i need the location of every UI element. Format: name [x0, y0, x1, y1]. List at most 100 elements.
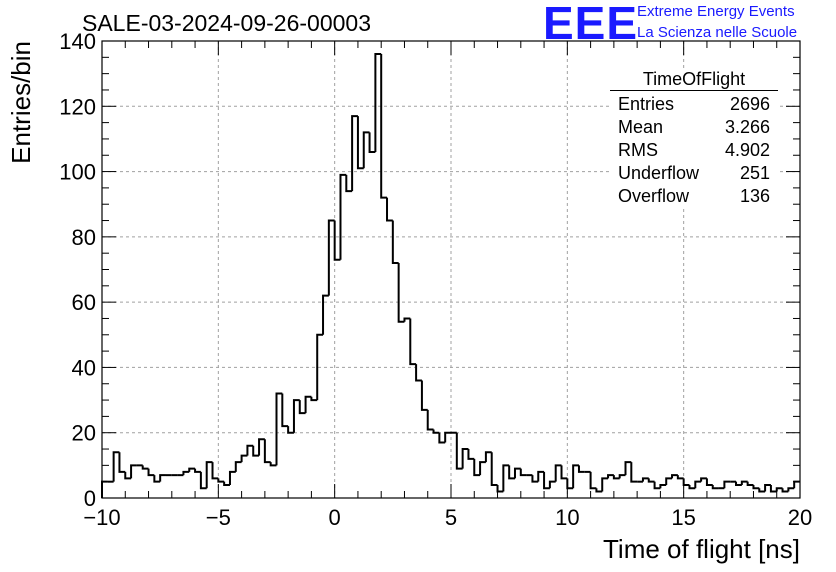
- histogram-bin: [263, 439, 271, 464]
- histogram-series: [101, 53, 800, 498]
- histogram-bin: [153, 475, 161, 483]
- histogram-bin: [356, 116, 364, 170]
- y-tick-label: 20: [72, 421, 96, 446]
- stats-row-entries: Entries 2696: [610, 93, 778, 116]
- histogram-bin: [380, 54, 388, 199]
- histogram-bin: [316, 333, 324, 401]
- x-tick-label: −5: [206, 505, 231, 530]
- y-tick-label: 60: [72, 290, 96, 315]
- stats-row-overflow: Overflow 136: [610, 185, 778, 208]
- histogram-bin: [787, 487, 795, 492]
- histogram-bin: [793, 480, 800, 489]
- histogram-bin: [479, 461, 486, 476]
- histogram-bin: [694, 480, 702, 489]
- stats-label: Overflow: [618, 186, 690, 206]
- histogram-bin: [432, 429, 440, 434]
- histogram-bin: [554, 464, 562, 482]
- histogram-bin: [327, 219, 335, 296]
- histogram-bin: [322, 294, 329, 335]
- histogram-bin: [676, 475, 684, 480]
- histogram-bin: [764, 483, 771, 492]
- histogram-bin: [548, 480, 556, 489]
- histogram-bin: [740, 480, 748, 485]
- histogram-bin: [199, 471, 207, 490]
- histogram-bin: [543, 471, 550, 490]
- x-tick-label: −10: [83, 505, 120, 530]
- histogram-bin: [519, 468, 527, 477]
- histogram-bin: [572, 464, 579, 489]
- histogram-bin: [781, 488, 789, 493]
- histogram-bin: [403, 317, 411, 322]
- histogram-bin: [292, 399, 300, 433]
- histogram-bin: [269, 462, 277, 467]
- histogram-bin: [502, 464, 510, 492]
- histogram-bin: [194, 468, 201, 473]
- histogram-bin: [426, 409, 434, 431]
- histogram-bin: [147, 468, 155, 477]
- histogram-bin: [438, 432, 446, 444]
- x-tick-label: 20: [788, 505, 812, 530]
- histogram-bin: [118, 452, 126, 473]
- histogram-bin: [537, 470, 545, 482]
- histogram-bin: [234, 461, 242, 472]
- histogram-bin: [223, 481, 230, 486]
- histogram-bin: [362, 131, 370, 169]
- histogram-bin: [624, 461, 632, 476]
- histogram-bin: [560, 465, 568, 480]
- histogram-bin: [589, 471, 597, 490]
- histogram-bin: [281, 393, 289, 428]
- histogram-bin: [130, 464, 137, 479]
- histogram-bin: [205, 461, 213, 489]
- histogram-bin: [467, 449, 475, 460]
- y-tick-label: 120: [59, 94, 96, 119]
- histogram-bin: [275, 392, 283, 466]
- histogram-bin: [746, 481, 754, 486]
- histogram-bin: [735, 481, 742, 486]
- histogram-bin: [508, 465, 515, 480]
- y-tick-label: 0: [84, 486, 96, 511]
- x-tick-label: 10: [555, 505, 579, 530]
- histogram-bin: [531, 475, 539, 483]
- histogram-bin: [310, 396, 318, 402]
- histogram-bin: [601, 477, 609, 492]
- histogram-bin: [101, 480, 108, 498]
- histogram-bin: [700, 477, 707, 482]
- x-axis: −10 −5 0 5 10 15 20: [83, 41, 812, 530]
- histogram-bin: [659, 483, 667, 489]
- stats-title: TimeOfFlight: [610, 68, 778, 91]
- histogram-bin: [630, 462, 638, 483]
- histogram-bin: [397, 262, 405, 323]
- histogram-bin: [374, 53, 382, 152]
- histogram-bin: [641, 477, 649, 482]
- y-axis-label: Entries/bin: [6, 41, 36, 164]
- stats-label: Entries: [618, 94, 675, 114]
- x-tick-label: 5: [445, 505, 457, 530]
- x-tick-label: 15: [671, 505, 695, 530]
- histogram-bin: [228, 470, 236, 485]
- stats-value: 136: [739, 186, 770, 206]
- histogram-bin: [607, 474, 614, 479]
- histogram-bin: [688, 484, 696, 490]
- histogram-bin: [304, 395, 312, 414]
- histogram-bin: [211, 462, 219, 480]
- histogram-bin: [444, 431, 451, 443]
- histogram-bin: [409, 318, 417, 366]
- histogram-bin: [333, 220, 341, 261]
- stats-label: RMS: [618, 140, 658, 160]
- stats-row-underflow: Underflow 251: [610, 162, 778, 185]
- histogram-bin: [705, 478, 713, 486]
- histogram-bin: [217, 478, 225, 483]
- histogram-bin: [758, 488, 766, 493]
- stats-row-mean: Mean 3.266: [610, 116, 778, 139]
- histogram-bin: [339, 173, 347, 260]
- histogram-bin: [665, 477, 673, 485]
- histogram-bin: [182, 470, 190, 476]
- histogram-bin: [484, 451, 492, 463]
- histogram-bin: [647, 478, 655, 483]
- histogram-bin: [345, 174, 353, 193]
- histogram-bin: [124, 471, 132, 480]
- histogram-bin: [188, 467, 196, 472]
- histogram-bin: [298, 400, 306, 415]
- y-tick-label: 140: [59, 29, 96, 54]
- histogram-bin: [240, 454, 248, 463]
